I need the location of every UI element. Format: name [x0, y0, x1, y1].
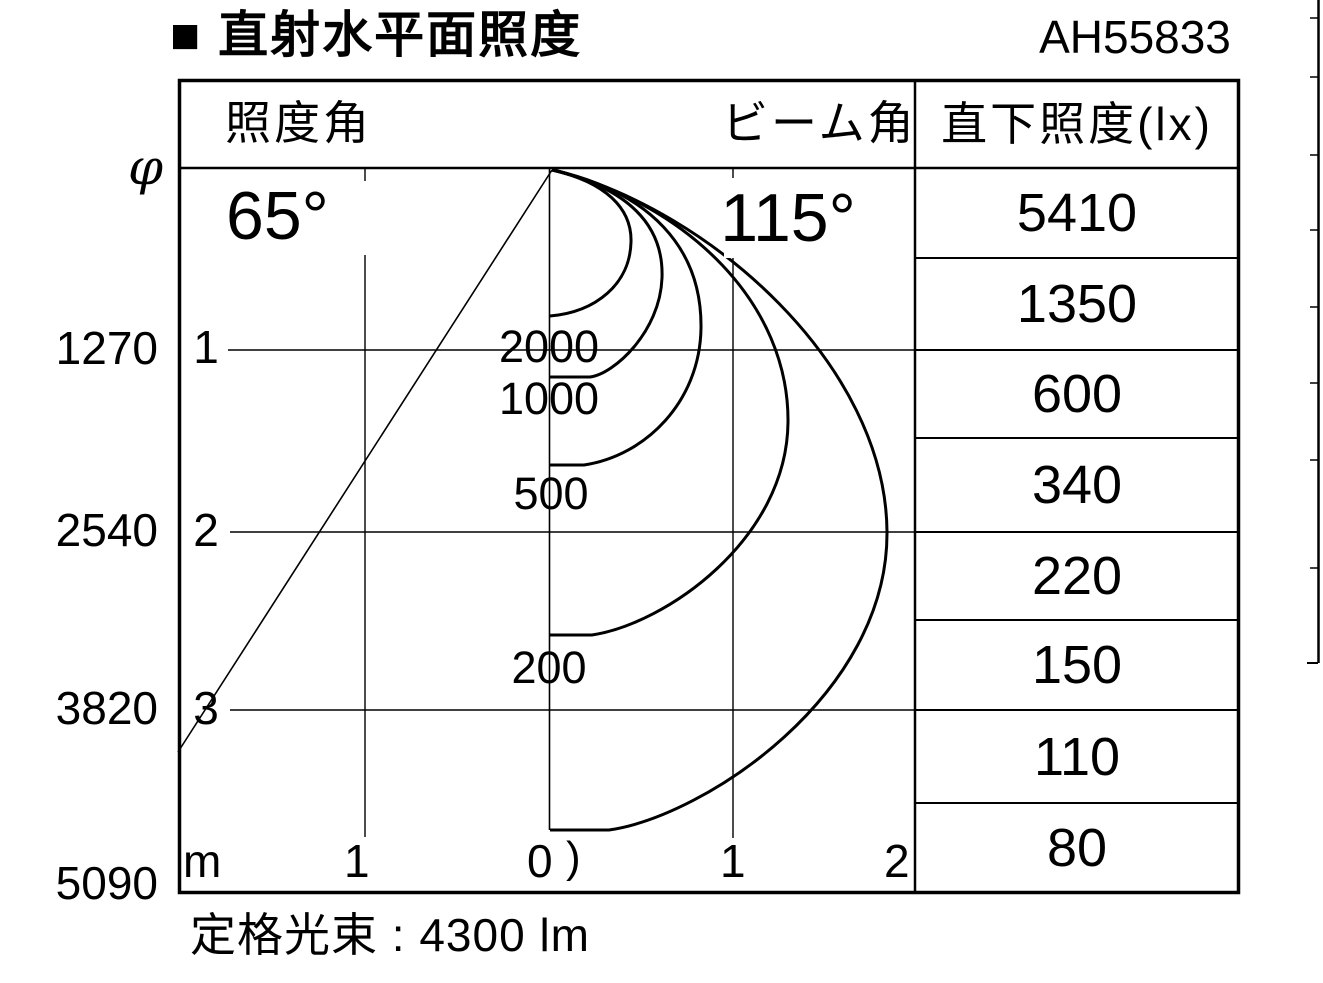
phi-scale-label: 5090	[55, 857, 158, 909]
curve-tail-mark: )	[566, 833, 581, 882]
phi-symbol: φ	[128, 138, 164, 196]
phi-scale-label: 1270	[55, 322, 158, 374]
bottom-axis-tick: 1	[344, 835, 370, 887]
isolux-curve-2000	[549, 168, 633, 318]
table-value: 220	[1031, 546, 1123, 606]
horizontal-gridlines	[228, 349, 914, 711]
bottom-axis-tick: 0	[527, 835, 553, 887]
bottom-axis-tick: 2	[884, 835, 910, 887]
beam-angle-value: 115°	[720, 178, 856, 258]
phi-scale-label: 3820	[55, 682, 158, 734]
rated-luminous-flux: 定格光束 : 4300 lm	[190, 909, 590, 961]
product-code: AH55833	[1039, 11, 1231, 63]
isolux-curve-1000	[550, 168, 664, 379]
table-value: 5410	[1016, 183, 1138, 243]
table-value: 340	[1031, 455, 1123, 515]
table-value: 80	[1046, 818, 1108, 878]
isolux-curve-outer	[550, 169, 889, 832]
header-beam-angle-label: ビーム角	[722, 97, 917, 149]
isolux-label-200: 200	[511, 641, 587, 693]
isolux-label-2000: 2000	[498, 320, 600, 372]
phi-scale-label: 2540	[55, 504, 158, 556]
height-tick-label: 2	[193, 504, 219, 556]
table-value: 150	[1031, 635, 1123, 695]
chart-outer-border	[177, 78, 1241, 895]
height-tick-label: 3	[193, 682, 219, 734]
illuminance-angle-value: 65°	[226, 178, 329, 254]
height-tick-label: 1	[193, 321, 219, 373]
header-direct-illuminance-label: 直下照度(lx)	[941, 98, 1213, 150]
bottom-axis-tick: 1	[720, 835, 746, 887]
page-title: ■ 直射水平面照度	[170, 7, 583, 63]
isolux-curves	[549, 168, 889, 832]
table-row-separators	[915, 257, 1238, 804]
isolux-curve-500	[550, 168, 703, 467]
isolux-label-500: 500	[513, 467, 589, 519]
isolux-curve-200	[550, 168, 790, 637]
illuminance-angle-diagonal	[177, 169, 553, 753]
adjacent-table-edge	[1307, 0, 1320, 664]
bottom-axis-unit: m	[183, 835, 222, 887]
table-value: 110	[1033, 726, 1121, 787]
isolux-label-1000: 1000	[498, 372, 600, 424]
table-value: 600	[1031, 364, 1123, 424]
table-value: 1350	[1016, 274, 1138, 334]
header-illuminance-angle-label: 照度角	[225, 97, 372, 149]
